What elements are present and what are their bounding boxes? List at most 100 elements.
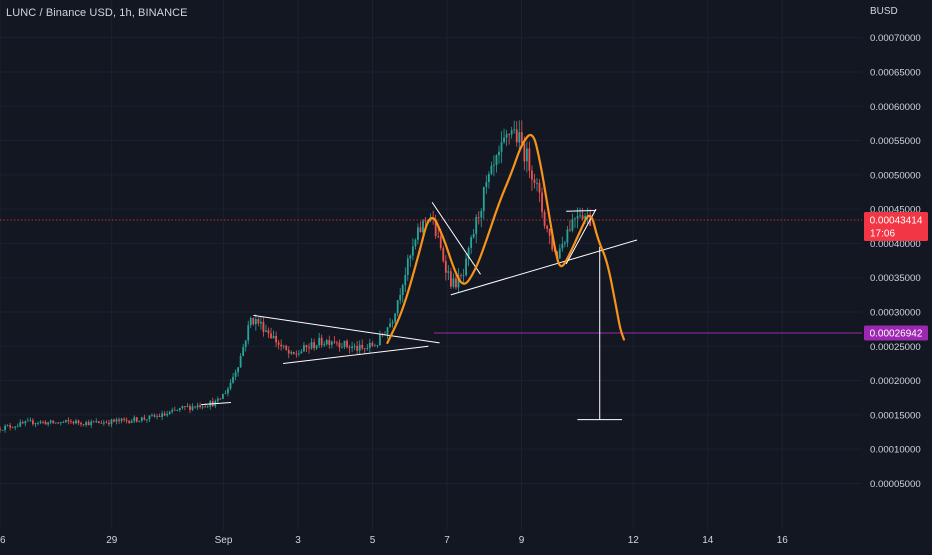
candle-body xyxy=(19,422,22,427)
candle-body xyxy=(292,351,295,354)
candle-body xyxy=(290,351,293,354)
candle-body xyxy=(419,227,422,233)
candle-body xyxy=(133,417,136,422)
candle-body xyxy=(510,130,513,135)
candle-body xyxy=(113,419,115,422)
candle-body xyxy=(541,192,543,213)
candle-body xyxy=(447,271,450,273)
price-tick-label: 0.00005000 xyxy=(870,479,921,490)
price-tick-label: 0.00015000 xyxy=(870,410,921,421)
candle-body xyxy=(490,165,493,175)
candle-body xyxy=(310,342,313,349)
candle-body xyxy=(97,421,100,423)
candle-body xyxy=(487,174,490,183)
candle-body xyxy=(371,342,374,346)
candle-body xyxy=(536,182,538,184)
trendline xyxy=(450,239,638,296)
candle-body xyxy=(184,406,186,407)
time-axis[interactable]: 26 29 Sep 3 5 7 9 12 14 16 xyxy=(0,535,788,546)
candle-body xyxy=(558,248,561,259)
candle-body xyxy=(102,422,105,424)
candle-body xyxy=(323,344,326,346)
candle-body xyxy=(379,334,381,346)
trendline xyxy=(566,210,597,212)
candle-body xyxy=(401,285,404,295)
axis-currency-label: BUSD xyxy=(870,6,898,17)
candle-body xyxy=(482,186,485,211)
candle-body xyxy=(265,330,267,332)
candle-body xyxy=(143,417,146,420)
candle-body xyxy=(528,148,531,171)
candle-body xyxy=(247,325,250,341)
grid xyxy=(0,0,862,530)
candle-body xyxy=(465,258,467,276)
time-tick-label: 26 xyxy=(0,535,6,546)
candle-body xyxy=(108,422,110,425)
time-tick-label: 14 xyxy=(702,535,714,546)
candle-body xyxy=(308,347,310,349)
candle-body xyxy=(189,406,191,410)
trendline xyxy=(283,345,429,364)
candle-body xyxy=(161,413,164,417)
candle-body xyxy=(351,346,353,349)
candle-body xyxy=(548,228,551,236)
candle-body xyxy=(176,409,179,411)
candle-body xyxy=(525,148,528,162)
candle-body xyxy=(396,300,399,314)
candle-body xyxy=(455,278,457,288)
price-countdown: 17:06 xyxy=(870,229,895,240)
price-tick-label: 0.00070000 xyxy=(870,33,921,44)
candle-body xyxy=(191,406,194,410)
candle-body xyxy=(201,406,204,408)
candle-body xyxy=(82,424,85,426)
candle-body xyxy=(571,219,574,231)
price-tick-label: 0.00050000 xyxy=(870,170,921,181)
candle-body xyxy=(277,342,280,345)
candle-body xyxy=(216,398,219,401)
candle-body xyxy=(21,422,24,424)
candle-body xyxy=(361,344,364,349)
candle-body xyxy=(227,388,229,394)
candle-body xyxy=(252,317,255,325)
candle-body xyxy=(242,347,245,357)
candle-body xyxy=(358,344,361,351)
candle-body xyxy=(386,327,389,335)
candle-body xyxy=(493,164,495,166)
marked-price-badge xyxy=(864,325,928,341)
candle-body xyxy=(1,429,4,431)
candle-body xyxy=(4,425,6,430)
time-tick-label: 29 xyxy=(106,535,118,546)
candle-body xyxy=(305,345,308,348)
candle-body xyxy=(16,426,19,428)
candle-body xyxy=(168,411,171,414)
candle-body xyxy=(259,322,262,324)
candle-body xyxy=(449,271,452,287)
symbol-title[interactable]: LUNC / Binance USD, 1h, BINANCE xyxy=(6,7,188,19)
candle-body xyxy=(151,415,153,417)
candle-body xyxy=(24,421,27,424)
candle-body xyxy=(417,227,419,240)
candle-body xyxy=(452,278,455,287)
candle-body xyxy=(62,421,65,423)
candle-body xyxy=(257,319,260,324)
candle-body xyxy=(80,422,82,425)
candle-body xyxy=(224,393,227,395)
candle-body xyxy=(75,420,77,424)
candle-body xyxy=(520,132,523,144)
candle-body xyxy=(341,346,343,348)
candle-body xyxy=(333,341,336,343)
candle-body xyxy=(135,417,138,422)
candle-body xyxy=(543,212,546,226)
candle-body xyxy=(57,422,60,424)
candle-body xyxy=(409,255,412,259)
drawings[interactable] xyxy=(201,133,638,421)
candle-body xyxy=(330,341,333,345)
price-tick-label: 0.00020000 xyxy=(870,376,921,387)
price-axis[interactable]: 0.00070000 0.00065000 0.00060000 0.00055000… xyxy=(870,33,921,490)
candle-body xyxy=(518,132,521,143)
candle-body xyxy=(32,420,34,425)
candle-body xyxy=(439,236,442,249)
time-tick-label: 9 xyxy=(519,535,525,546)
